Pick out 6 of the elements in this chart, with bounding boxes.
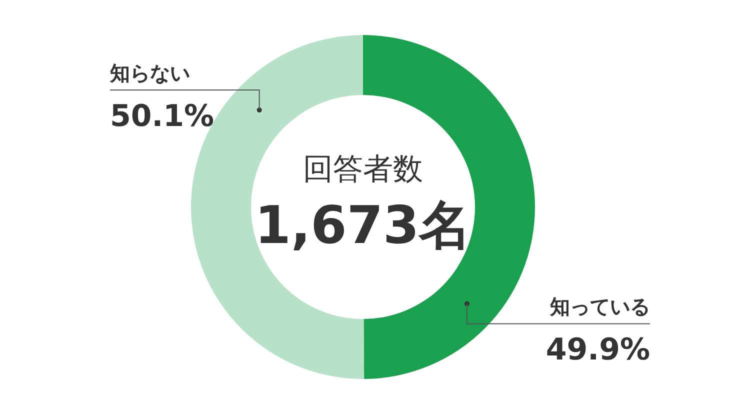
text: 1,673名	[254, 196, 472, 256]
slice-label: 知っている	[549, 294, 650, 319]
data-label: 49.9%	[546, 332, 650, 368]
text: 回答者数	[303, 152, 423, 187]
slice-label: 知らない	[109, 60, 190, 85]
data-label: 50.1%	[110, 98, 214, 134]
